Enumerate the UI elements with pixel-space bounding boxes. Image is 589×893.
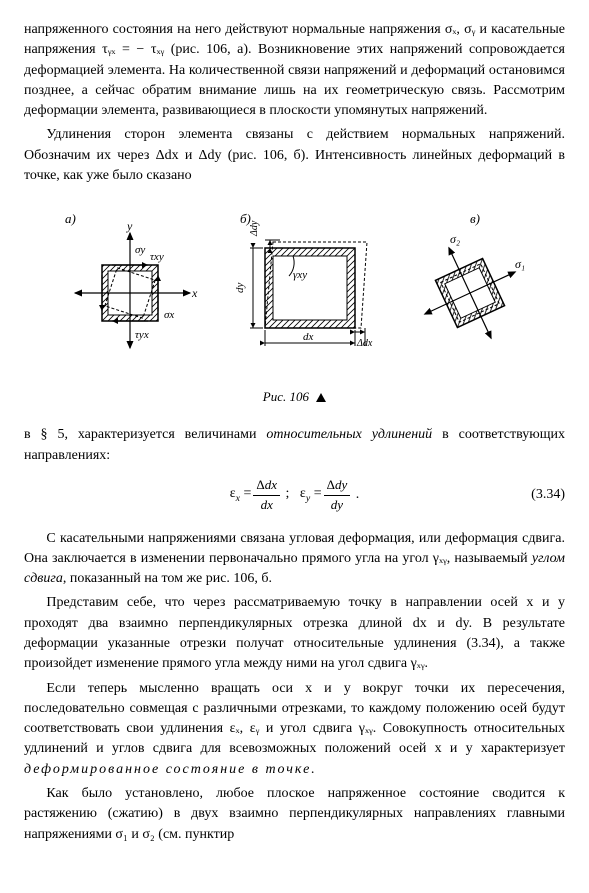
label-a: а) (65, 211, 76, 226)
paragraph-2: Удлинения сторон элемента связаны с дейс… (24, 125, 565, 186)
para4-c: , показанный на том же рис. 106, б. (63, 571, 272, 586)
label-sx: σx (164, 309, 174, 321)
label-s2: σ₂ (450, 232, 460, 246)
paragraph-3: в § 5, характеризуется величинами относи… (24, 425, 565, 466)
para3-b: относительных удлинений (266, 427, 432, 442)
label-dy: dy (234, 283, 246, 294)
paragraph-1: напряженного состояния на него действуют… (24, 20, 565, 121)
paragraph-7: Как было установлено, любое плоское напр… (24, 784, 565, 845)
label-ddy: Δdy (249, 221, 260, 238)
label-v: в) (470, 211, 480, 226)
label-ddx: Δdx (356, 338, 373, 349)
axis-y: y (126, 219, 133, 233)
equation-3-34: εx = Δdxdx ; εy = Δdydy . (3.34) (24, 476, 565, 515)
equation-number: (3.34) (531, 485, 565, 505)
label-gxy: γxy (293, 269, 307, 281)
paragraph-4: С касательными напряжениями связана угло… (24, 529, 565, 590)
triangle-icon (316, 393, 326, 402)
paragraph-6: Если теперь мысленно вращать оси x и y в… (24, 679, 565, 780)
figure-caption-text: Рис. 106 (263, 389, 309, 404)
label-txy: τxy (150, 251, 164, 263)
figure-caption: Рис. 106 (24, 388, 565, 407)
figure-106-svg: а) x y σy σx τxy τyx б) (45, 198, 545, 378)
para4-a: С касательными напряжениями связана угло… (24, 531, 565, 566)
label-sy: σy (135, 244, 145, 256)
para6-b: деформированное состояние в точке. (24, 762, 317, 777)
axis-x: x (191, 286, 198, 300)
label-tyx: τyx (135, 329, 149, 341)
para6-a: Если теперь мысленно вращать оси x и y в… (24, 681, 565, 757)
paragraph-5: Представим себе, что через рассматриваем… (24, 593, 565, 674)
label-s1: σ₁ (515, 257, 525, 271)
para3-a: в § 5, характеризуется величинами (24, 427, 266, 442)
label-dx: dx (303, 331, 314, 343)
figure-106: а) x y σy σx τxy τyx б) (24, 198, 565, 378)
